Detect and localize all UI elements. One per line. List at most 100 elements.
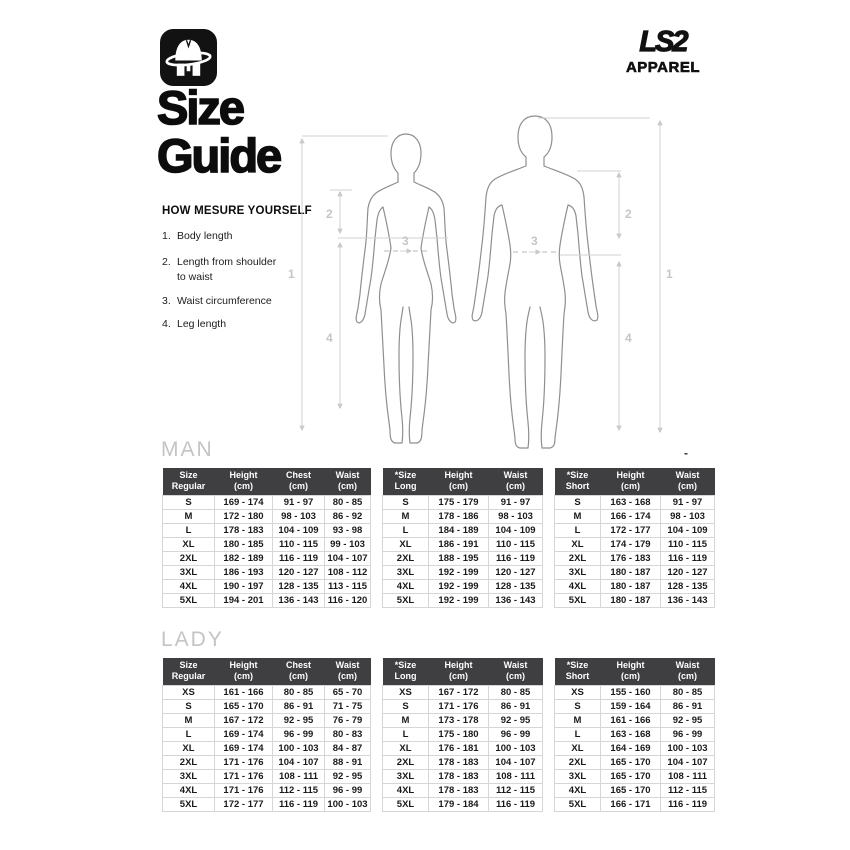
table-cell: 96 - 99 [324,782,371,798]
page-title-line2: Guide [156,129,283,182]
table-cell: 104 - 109 [272,522,325,538]
table-row: XL 164 - 169 100 - 103 [554,740,715,756]
table-cell: 86 - 92 [324,508,371,524]
table-cell: 116 - 119 [272,796,325,812]
table-row: 5XL 192 - 199 136 - 143 [382,592,543,608]
table-cell: 176 - 183 [600,550,661,566]
table-cell: 104 - 107 [324,550,371,566]
table-row: 3XL 180 - 187 120 - 127 [554,564,715,580]
list-item-text: Leg length [177,318,227,330]
table-header-row: *Size Short Height (cm) Waist (cm) [554,468,715,495]
table-cell: 178 - 183 [428,768,489,784]
ls2-logo-badge [160,29,217,86]
table-cell: 5XL [162,796,215,812]
column-header: Height (cm) [600,468,661,495]
table-row: 5XL 180 - 187 136 - 143 [554,592,715,608]
table-cell: XS [554,684,601,700]
column-header: *Size Short [554,658,601,685]
table-cell: 112 - 115 [488,782,543,798]
table-cell: 65 - 70 [324,684,371,700]
table-cell: 80 - 85 [660,684,715,700]
table-cell: 91 - 97 [272,494,325,510]
column-header: Size Regular [162,468,215,495]
table-cell: 136 - 143 [272,592,325,608]
lady-short-table: *Size Short Height (cm) Waist (cm) XS 155 - 160… [554,658,715,812]
measure-label-3-female: 3 [402,234,409,248]
table-header-row: *Size Long Height (cm) Waist (cm) [382,468,543,495]
table-cell: S [382,698,429,714]
figures-diagram: 1 2 3 4 1 2 3 4 [288,115,673,449]
table-cell: 179 - 184 [428,796,489,812]
brand-name: LS2 [639,26,689,58]
table-cell: 3XL [162,768,215,784]
column-header: *Size Short [554,468,601,495]
table-cell: M [382,712,429,728]
table-cell: 165 - 170 [214,698,273,714]
column-header: Height (cm) [214,658,273,685]
table-cell: 172 - 180 [214,508,273,524]
list-item-number: 1. [162,230,171,242]
table-cell: 4XL [554,782,601,798]
table-cell: 2XL [382,754,429,770]
how-to-heading: HOW MESURE YOURSELF [162,205,312,217]
column-header: *Size Long [382,468,429,495]
table-cell: 180 - 185 [214,536,273,552]
table-cell: 3XL [382,564,429,580]
table-cell: 96 - 99 [272,726,325,742]
table-cell: 178 - 183 [428,754,489,770]
page-title-line1: Size [156,81,246,134]
table-cell: M [554,508,601,524]
table-cell: 80 - 85 [272,684,325,700]
table-row: S 165 - 170 86 - 91 71 - 75 [162,698,371,714]
table-row: 5XL 179 - 184 116 - 119 [382,796,543,812]
table-cell: 171 - 176 [214,768,273,784]
table-cell: 92 - 95 [324,768,371,784]
table-cell: 155 - 160 [600,684,661,700]
table-row: 3XL 178 - 183 108 - 111 [382,768,543,784]
table-cell: M [162,508,215,524]
table-cell: 167 - 172 [214,712,273,728]
column-header: Height (cm) [428,658,489,685]
table-cell: 108 - 111 [488,768,543,784]
table-cell: 3XL [554,768,601,784]
table-cell: XL [382,740,429,756]
table-cell: M [382,508,429,524]
table-cell: 180 - 187 [600,564,661,580]
table-cell: 120 - 127 [660,564,715,580]
table-cell: 5XL [554,592,601,608]
table-row: L 172 - 177 104 - 109 [554,522,715,538]
table-cell: 169 - 174 [214,740,273,756]
table-row: S 169 - 174 91 - 97 80 - 85 [162,494,371,510]
column-header: Height (cm) [428,468,489,495]
table-cell: 4XL [382,782,429,798]
table-cell: L [554,522,601,538]
table-cell: XL [162,740,215,756]
table-row: 2XL 165 - 170 104 - 107 [554,754,715,770]
table-cell: 169 - 174 [214,494,273,510]
table-cell: XL [554,740,601,756]
table-cell: 2XL [554,550,601,566]
table-row: 4XL 165 - 170 112 - 115 [554,782,715,798]
table-cell: S [382,494,429,510]
dash-mark: - [684,446,688,460]
column-header: Waist (cm) [660,468,715,495]
measure-label-1-female: 1 [288,267,295,281]
table-cell: 91 - 97 [660,494,715,510]
table-row: 2XL 178 - 183 104 - 107 [382,754,543,770]
table-header-row: *Size Long Height (cm) Waist (cm) [382,658,543,685]
column-header: Waist (cm) [324,468,371,495]
table-cell: L [162,522,215,538]
how-to-list: 1. Body length 2. Length from shoulder t… [162,229,280,332]
table-cell: 192 - 199 [428,578,489,594]
table-cell: 100 - 103 [660,740,715,756]
column-header: Size Regular [162,658,215,685]
table-cell: 161 - 166 [600,712,661,728]
table-cell: 112 - 115 [660,782,715,798]
table-cell: 4XL [554,578,601,594]
table-cell: 120 - 127 [488,564,543,580]
list-item: 2. Length from shoulder to waist [162,255,280,285]
table-row: 3XL 186 - 193 120 - 127 108 - 112 [162,564,371,580]
man-long-table: *Size Long Height (cm) Waist (cm) S 175 - 179 91… [382,468,543,608]
table-header-row: *Size Short Height (cm) Waist (cm) [554,658,715,685]
table-cell: 5XL [382,592,429,608]
